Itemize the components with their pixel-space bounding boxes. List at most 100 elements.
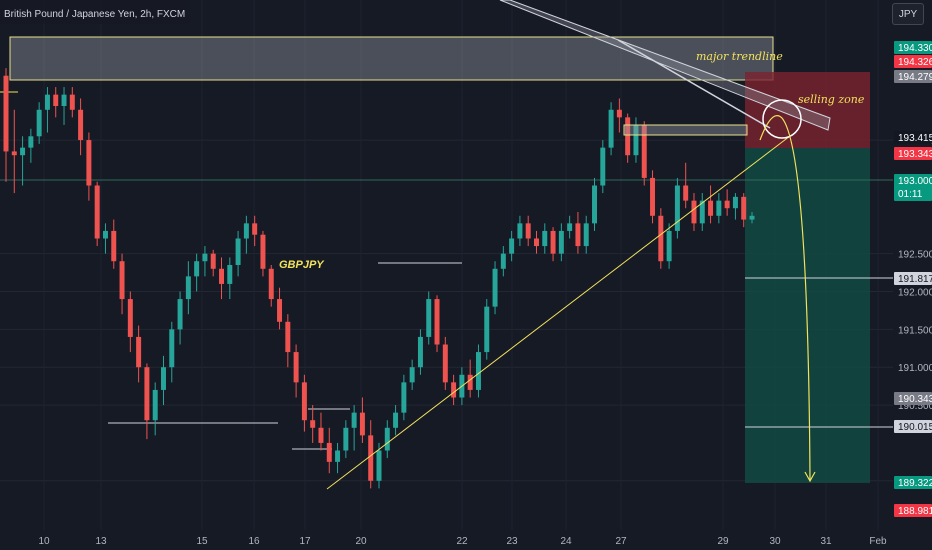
price-tag-label: 189.322 [898, 478, 932, 489]
take-profit-zone [745, 148, 870, 483]
candle-body [509, 238, 515, 254]
symbol-label: GBPJPY [279, 259, 325, 271]
candle-body [525, 223, 531, 239]
x-tick-label: 16 [248, 536, 260, 547]
projected-path-arrow [804, 471, 816, 483]
candle-body [102, 230, 108, 239]
candle-body [268, 268, 274, 300]
price-tag [894, 174, 932, 201]
candle-body [169, 329, 175, 368]
price-tag-label: 193.415 [898, 133, 932, 144]
candle-body [136, 336, 142, 368]
candle-body [351, 412, 357, 428]
price-tags: 194.330 194.326 194.279 193.415 193.343 193.0… [894, 41, 932, 517]
x-tick-label: 24 [560, 536, 572, 547]
candle-body [252, 223, 258, 235]
candle-body [318, 427, 324, 443]
price-tag-label: 188.981 [898, 506, 932, 517]
candle-body [542, 230, 548, 247]
header-bg [0, 0, 190, 24]
minor-resistance-box [623, 124, 748, 136]
candle-body [633, 124, 639, 156]
price-tag-label: 194.279 [898, 72, 932, 83]
candles [3, 68, 755, 489]
candle-body [650, 177, 656, 216]
candle-body [401, 382, 407, 413]
x-tick-label: Feb [869, 536, 887, 547]
candle-body [194, 261, 200, 277]
candle-body [368, 435, 374, 481]
candle-body [708, 200, 714, 216]
x-tick-label: 13 [95, 536, 107, 547]
candle-body [658, 215, 664, 262]
candle-body [161, 367, 166, 390]
candle-body [277, 299, 283, 322]
price-tag [894, 272, 932, 285]
x-tick-label: 31 [820, 536, 832, 547]
time-axis-bg [0, 530, 893, 550]
candle-body [417, 336, 423, 368]
currency-button[interactable]: JPY [892, 3, 924, 25]
candle-body [293, 352, 299, 383]
major-trendline-channel [499, 0, 831, 131]
candle-body [343, 427, 349, 451]
candle-body [608, 109, 614, 148]
descending-trendline [617, 39, 771, 129]
candle-body [219, 268, 224, 284]
x-tick-label: 15 [196, 536, 208, 547]
candle-body [393, 412, 399, 428]
y-tick-label: 192.000 [898, 288, 932, 299]
price-tag-label: 193.343 [898, 149, 932, 160]
candle-body [724, 200, 730, 209]
price-tag-label: 193.000 [898, 176, 932, 187]
projected-path [759, 115, 811, 481]
candle-body [534, 238, 539, 247]
candle-body [409, 367, 415, 383]
candle-body [78, 109, 84, 141]
candle-body [185, 276, 191, 300]
x-tick-label: 23 [506, 536, 518, 547]
candle-body [492, 268, 498, 307]
x-tick-label: 29 [717, 536, 729, 547]
candle-body [202, 253, 208, 262]
candle-body [442, 344, 448, 383]
y-tick-label: 191.500 [898, 325, 932, 336]
candle-body [567, 223, 573, 231]
candle-body [600, 147, 606, 186]
candle-body [691, 200, 697, 224]
y-tick-label: 191.000 [898, 363, 932, 374]
candle-body [426, 299, 432, 337]
x-tick-label: 30 [769, 536, 781, 547]
price-tag-countdown: 01:11 [898, 189, 923, 200]
x-tick-label: 20 [355, 536, 367, 547]
ascending-trendline [326, 135, 791, 490]
candle-body [119, 261, 125, 300]
price-tag [894, 504, 932, 517]
candle-body [260, 234, 266, 269]
candle-body [517, 223, 523, 239]
candle-body [3, 75, 9, 152]
time-axis[interactable]: 10 13 15 16 17 20 22 23 24 27 29 30 31 Feb [0, 530, 893, 550]
selling-zone-circle [762, 99, 802, 139]
candle-body [44, 94, 50, 110]
price-tag [894, 131, 932, 144]
candle-body [359, 412, 365, 436]
price-tag-label: 194.326 [898, 57, 932, 68]
chart-title: British Pound / Japanese Yen, 2h, FXCM [4, 9, 185, 20]
candle-body [210, 253, 216, 269]
candle-body [111, 230, 117, 262]
horizontal-levels [0, 91, 893, 450]
candle-body [550, 230, 556, 254]
candle-body [94, 185, 100, 239]
candle-body [227, 265, 233, 284]
y-tick-label: 190.500 [898, 401, 932, 412]
x-tick-label: 17 [299, 536, 311, 547]
candle-body [36, 109, 42, 137]
candle-body [285, 321, 291, 353]
price-tag [894, 70, 932, 83]
candle-body [384, 427, 390, 451]
price-tag-label: 190.343 [898, 394, 932, 405]
candle-body [451, 382, 457, 398]
candle-body [144, 367, 150, 421]
